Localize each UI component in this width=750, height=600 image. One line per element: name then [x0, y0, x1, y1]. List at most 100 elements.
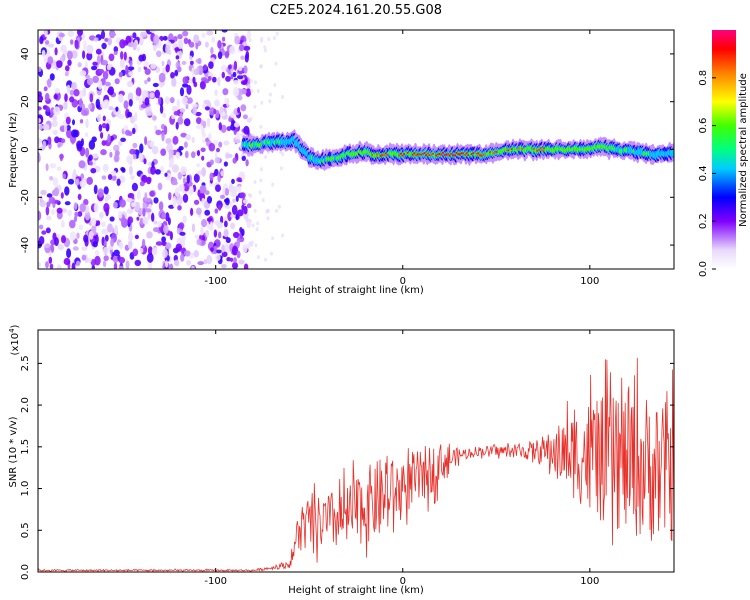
noise-cell [149, 92, 155, 99]
noise-cell [197, 57, 202, 65]
noise-cell [74, 178, 80, 186]
noise-cell [113, 144, 120, 152]
noise-cell [251, 223, 255, 228]
noise-cell [66, 248, 72, 259]
y-tick-label: 1.0 [20, 481, 31, 497]
noise-cell [233, 231, 240, 239]
noise-cell [144, 97, 150, 106]
noise-cell [201, 32, 206, 38]
noise-cell [165, 260, 169, 268]
noise-cell [266, 209, 270, 213]
noise-cell [154, 89, 160, 99]
noise-cell [196, 66, 200, 76]
noise-cell [128, 99, 133, 107]
noise-cell [216, 147, 220, 153]
noise-cell [44, 244, 51, 248]
y-tick-label: 20 [20, 95, 31, 108]
noise-cell [243, 263, 249, 269]
x-tick-label: -100 [204, 576, 227, 587]
noise-cell [139, 143, 144, 154]
noise-cell [175, 55, 180, 60]
noise-cell [139, 247, 144, 254]
noise-cell [144, 136, 148, 146]
noise-cell [221, 251, 228, 258]
noise-cell [273, 83, 277, 87]
noise-cell [217, 51, 223, 60]
noise-cell [57, 244, 64, 251]
noise-cell [111, 175, 117, 181]
noise-cell [239, 227, 243, 233]
noise-cell [107, 133, 111, 143]
colorbar-gradient [712, 30, 736, 269]
noise-cell [214, 89, 218, 97]
noise-cell [174, 69, 179, 77]
noise-cell [88, 230, 94, 240]
noise-cell [140, 31, 147, 37]
noise-cell [85, 147, 90, 158]
noise-cell [135, 95, 140, 101]
noise-cell [169, 263, 174, 269]
noise-cell [209, 221, 214, 230]
noise-cell [182, 177, 186, 185]
noise-cell [69, 89, 75, 96]
noise-cell [171, 180, 178, 186]
noise-cell [132, 153, 137, 160]
noise-cell [191, 265, 195, 269]
noise-cell [74, 39, 79, 49]
noise-cell [90, 168, 97, 174]
noise-cell [173, 36, 178, 42]
noise-cell [41, 230, 47, 235]
noise-cell [120, 137, 126, 142]
noise-cell [101, 122, 107, 129]
noise-cell [176, 200, 181, 206]
noise-cell [56, 207, 63, 214]
noise-cell [216, 249, 222, 254]
noise-cell [115, 106, 119, 112]
colorbar-ticks: 0.0 0.2 0.4 0.6 0.8 [698, 70, 716, 277]
noise-cell [94, 255, 101, 266]
noise-cell [193, 250, 199, 258]
spectrogram-x-ticks: -100 0 100 [204, 30, 599, 287]
noise-cell [200, 226, 204, 236]
noise-cell [103, 240, 107, 247]
noise-cell [40, 189, 47, 196]
noise-cell [267, 37, 271, 41]
noise-cell [98, 124, 103, 132]
noise-cell [102, 163, 109, 172]
noise-cell [250, 89, 254, 94]
noise-cell [136, 216, 140, 221]
noise-cell [229, 201, 233, 207]
noise-cell [237, 185, 242, 193]
noise-cell [104, 234, 109, 242]
noise-cell [93, 37, 99, 42]
noise-cell [110, 238, 115, 247]
noise-cell [218, 204, 222, 211]
spectrogram-x-label: Height of straight line (km) [288, 285, 424, 296]
noise-cell [203, 99, 210, 105]
noise-cell [97, 188, 104, 198]
colorbar-tick-label: 0.2 [698, 213, 709, 229]
snr-multiplier-close: ) [10, 324, 21, 328]
noise-cell [71, 262, 76, 269]
noise-cell [244, 53, 249, 63]
noise-cell [162, 35, 168, 41]
noise-cell [259, 64, 263, 69]
noise-cell [58, 32, 65, 38]
noise-cell [233, 122, 240, 128]
noise-cell [41, 49, 46, 58]
noise-cell [161, 236, 167, 243]
noise-cell [177, 39, 184, 50]
noise-cell [70, 231, 76, 241]
noise-cell [144, 68, 151, 75]
noise-cell [192, 76, 196, 84]
noise-cell [60, 44, 67, 53]
noise-cell [197, 261, 204, 266]
noise-cell [218, 141, 223, 148]
noise-cell [60, 192, 64, 199]
noise-cell [236, 209, 244, 217]
noise-cell [225, 237, 231, 244]
noise-cell [256, 89, 260, 93]
noise-cell [271, 182, 275, 187]
y-tick-label: 0.0 [20, 564, 31, 580]
noise-cell [136, 46, 141, 52]
